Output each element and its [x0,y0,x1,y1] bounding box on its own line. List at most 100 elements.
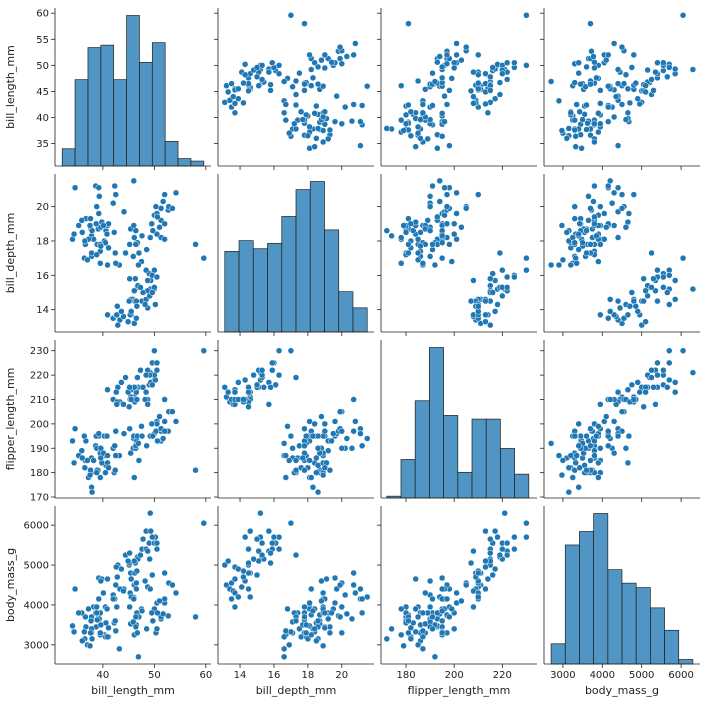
y-tick-label: 4000 [24,600,49,611]
scatter-point [126,275,133,283]
scatter-point [338,60,346,68]
histogram-bar [267,242,283,333]
scatter-point [146,234,154,241]
scatter-point [161,427,168,435]
scatter-point [628,64,636,71]
x-tick-label: 6000 [668,670,693,681]
scatter-point [618,191,626,198]
scatter-point [95,184,103,191]
scatter-point [161,191,168,198]
scatter-point [626,99,634,107]
scatter-point [352,418,359,425]
scatter-point [555,452,563,459]
scatter-point [104,575,111,583]
scatter-point [255,82,262,89]
scatter-point [438,239,446,246]
histogram-bar [164,140,179,167]
scatter-point [297,108,305,116]
scatter-point [438,585,446,593]
y-tick-label: 5000 [24,561,49,572]
scatter-point [438,607,446,615]
scatter-point [650,275,657,283]
scatter-point [601,210,608,217]
scatter-point [149,571,156,579]
scatter-point [146,509,154,517]
histogram-bar [664,629,680,665]
scatter-point [597,401,604,408]
scatter-point [622,71,630,78]
scatter-point [419,627,427,635]
scatter-point [664,73,671,81]
scatter-point [357,142,364,149]
scatter-point [654,371,661,379]
scatter-point [595,423,602,430]
scatter-point [112,191,120,198]
scatter-point [671,388,679,396]
scatter-point [149,432,157,440]
scatter-point [429,241,436,248]
scatter-point [626,302,634,310]
scatter-point [660,273,667,281]
scatter-point [604,182,612,190]
scatter-point [84,256,91,264]
scatter-point [503,59,511,67]
scatter-point [231,100,239,107]
scatter-point [575,442,582,450]
scatter-point [438,133,446,140]
scatter-point [299,116,307,123]
x-tick-label: 40 [97,670,110,681]
scatter-point [614,297,622,305]
scatter-point [131,474,138,481]
scatter-point [614,80,622,87]
scatter-point [314,445,322,452]
scatter-point [604,103,612,111]
scatter-point [595,459,602,467]
scatter-point [654,59,661,67]
scatter-point [448,605,456,613]
scatter-point [231,109,239,117]
scatter-point [587,20,594,27]
scatter-point [634,95,642,102]
scatter-point [86,471,94,479]
scatter-point [450,64,458,72]
scatter-point [336,408,344,415]
scatter-point [132,227,140,234]
scatter-point [269,366,276,374]
scatter-point [97,577,105,585]
scatter-point [280,645,288,653]
scatter-point [200,519,208,527]
scatter-point [614,184,622,191]
scatter-point [585,193,592,200]
scatter-point [438,617,446,625]
scatter-point [591,182,598,190]
histogram-bar [500,448,515,499]
scatter-point [139,289,147,296]
scatter-point [141,301,149,308]
scatter-point [475,569,482,577]
scatter-point [431,261,439,269]
scatter-point [491,95,499,102]
scatter-point [644,66,651,74]
scatter-point [664,289,671,296]
scatter-point [597,100,604,107]
scatter-point [118,308,125,315]
scatter-point [419,109,427,117]
scatter-point [441,92,448,100]
scatter-point [388,625,395,633]
scatter-point [583,63,590,71]
scatter-point [597,203,604,210]
scatter-point [192,241,199,248]
scatter-point [569,474,577,481]
scatter-point [336,581,344,589]
scatter-point [159,610,167,618]
scatter-point [161,236,168,243]
scatter-point [153,545,161,553]
scatter-point [265,527,273,535]
scatter-point [475,593,482,601]
scatter-point [306,599,313,607]
scatter-point [127,308,135,315]
scatter-point [499,545,506,553]
scatter-point [666,359,673,367]
scatter-point [487,275,494,283]
